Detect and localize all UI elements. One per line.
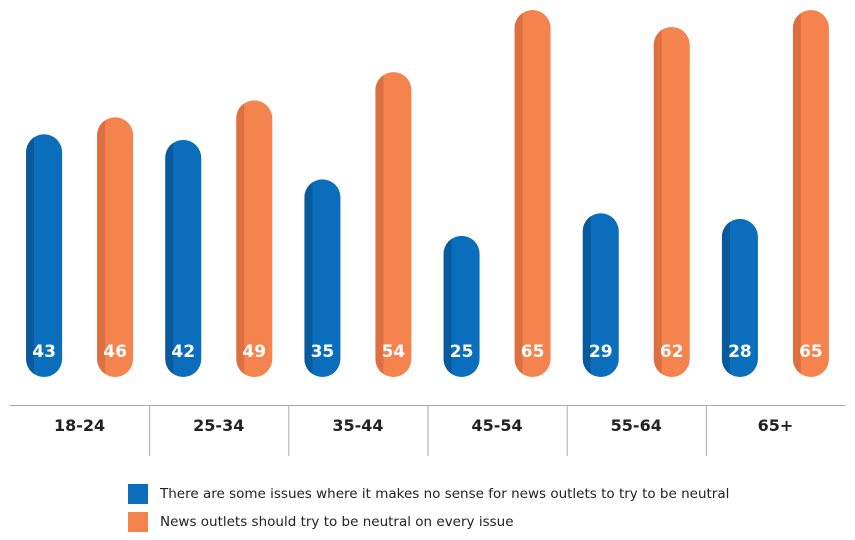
bar-value-label: 25 <box>450 342 474 362</box>
bar-value-label: 28 <box>728 342 752 362</box>
bar-body <box>582 213 619 377</box>
bar-shade <box>236 100 245 377</box>
bar-1-18-24: 43 <box>26 134 63 377</box>
bar-body <box>443 235 480 377</box>
bar-value-label: 29 <box>589 342 613 362</box>
bar-body <box>236 100 273 377</box>
bar-2-65+: 65 <box>792 10 829 377</box>
bar-body <box>304 179 341 377</box>
legend-item-series-1: There are some issues where it makes no … <box>128 484 729 504</box>
bar-shade <box>792 10 801 377</box>
legend-label-series-2: News outlets should try to be neutral on… <box>160 514 514 530</box>
legend-label-series-1: There are some issues where it makes no … <box>160 486 730 502</box>
bar-body <box>26 134 63 377</box>
bar-shade <box>26 134 35 377</box>
x-tick-label: 18-24 <box>54 416 105 435</box>
bar-value-label: 65 <box>521 342 545 362</box>
x-tick-label: 25-34 <box>193 416 244 435</box>
bar-1-25-34: 42 <box>165 139 202 377</box>
bar-value-label: 42 <box>171 342 195 362</box>
bar-body <box>721 218 758 377</box>
bar-value-label: 35 <box>311 342 335 362</box>
bar-2-45-54: 65 <box>514 10 551 377</box>
bar-body <box>375 72 412 377</box>
bar-body <box>97 117 134 378</box>
bar-body <box>653 26 690 377</box>
bar-shade <box>721 218 730 377</box>
bar-1-45-54: 25 <box>443 235 480 377</box>
bar-shade <box>582 213 591 377</box>
bar-value-label: 46 <box>103 342 127 362</box>
legend: There are some issues where it makes no … <box>128 484 729 540</box>
bar-shade <box>514 10 523 377</box>
bar-value-label: 43 <box>32 342 56 362</box>
bar-shade <box>375 72 384 377</box>
bar-shade <box>97 117 106 378</box>
bars-group: 43 46 42 49 35 54 25 65 29 62 28 65 <box>26 10 829 378</box>
bar-2-25-34: 49 <box>236 100 273 377</box>
legend-swatch-series-2 <box>128 512 148 532</box>
bar-shade <box>653 26 662 377</box>
bar-2-18-24: 46 <box>97 117 134 378</box>
x-tick-label: 35-44 <box>332 416 383 435</box>
legend-item-series-2: News outlets should try to be neutral on… <box>128 512 729 532</box>
bar-shade <box>304 179 313 377</box>
bar-body <box>514 10 551 377</box>
bar-1-55-64: 29 <box>582 213 619 377</box>
bar-2-35-44: 54 <box>375 72 412 377</box>
x-tick-label: 55-64 <box>611 416 662 435</box>
legend-swatch-series-1 <box>128 484 148 504</box>
x-tick-label: 65+ <box>758 416 794 435</box>
x-axis: 18-24 25-34 35-44 45-54 55-64 65+ <box>54 405 793 456</box>
bar-value-label: 62 <box>660 342 684 362</box>
bar-value-label: 65 <box>799 342 823 362</box>
bar-body <box>165 139 202 377</box>
bar-1-35-44: 35 <box>304 179 341 377</box>
bar-shade <box>165 139 174 377</box>
bar-body <box>792 10 829 377</box>
bar-1-65+: 28 <box>721 218 758 377</box>
bar-value-label: 54 <box>382 342 406 362</box>
bar-shade <box>443 235 452 377</box>
x-tick-label: 45-54 <box>471 416 522 435</box>
bar-2-55-64: 62 <box>653 26 690 377</box>
bar-value-label: 49 <box>242 342 266 362</box>
